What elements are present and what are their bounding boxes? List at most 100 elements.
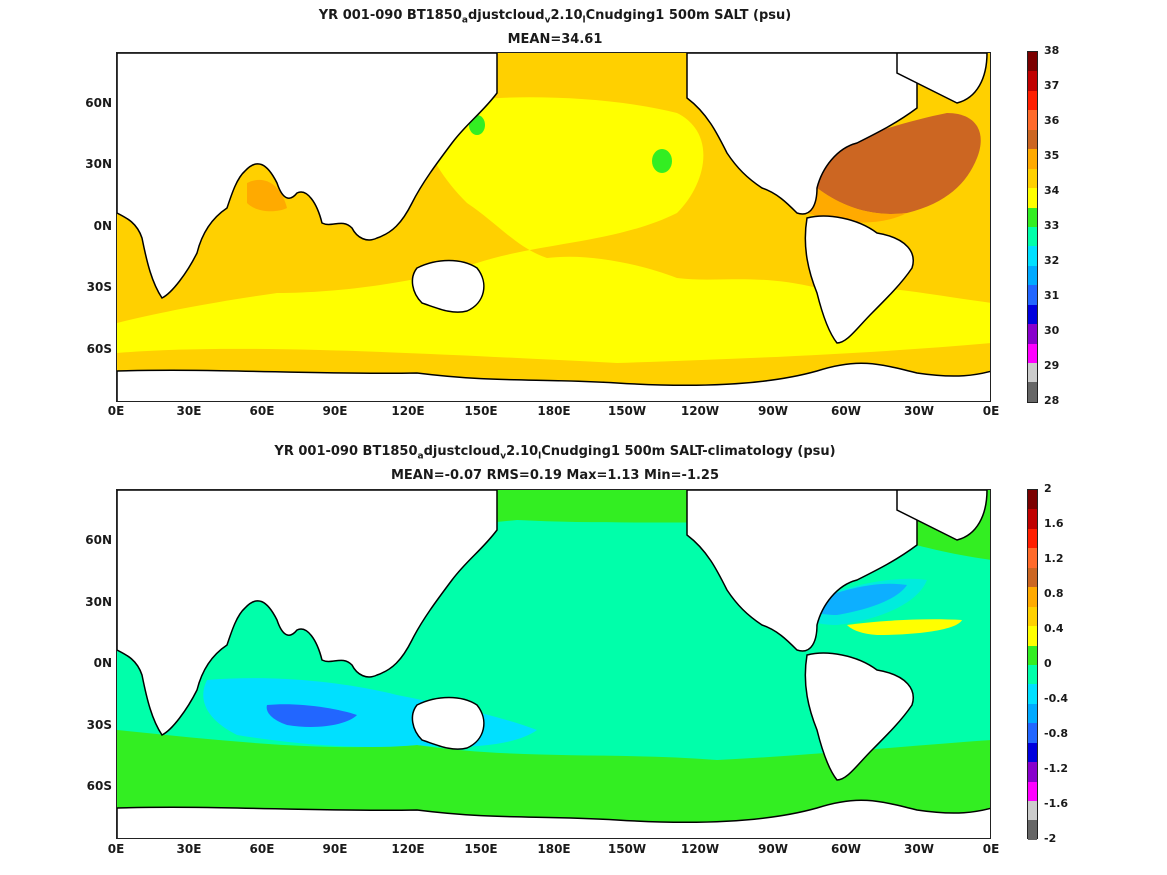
panel1-title: YR 001-090 BT1850adjustcloudv2.10lCnudgi… [318,8,792,26]
lat-label: 30S [86,718,112,732]
land-eurasia [117,53,498,299]
north-atlantic-salty [807,113,981,214]
colorbar-swatch [1028,801,1037,821]
colorbar [1027,51,1038,403]
lat-label: 60N [85,533,112,547]
lon-label: 120E [391,404,425,418]
lat-label: 60S [86,342,112,356]
colorbar-swatch [1028,684,1037,704]
colorbar-tick-label: 0 [1044,657,1052,670]
arabian-amber [247,179,287,212]
colorbar-swatch [1028,226,1037,247]
lon-label: 180E [537,842,571,856]
land-eurasia [117,490,498,736]
salt-anomaly-map [116,489,991,839]
colorbar-swatch [1028,703,1037,724]
colorbar-swatch [1028,129,1037,150]
colorbar-swatch [1028,548,1037,568]
colorbar-swatch [1028,742,1037,763]
colorbar-swatch [1028,324,1037,344]
colorbar-tick-label: -0.4 [1044,692,1069,705]
lon-label: 90E [322,842,348,856]
lat-label: 60S [86,779,112,793]
colorbar-swatch [1028,382,1037,402]
colorbar-swatch [1028,188,1037,208]
lon-label: 30W [904,842,934,856]
colorbar-tick-label: -1.6 [1044,797,1069,810]
panel2-stats: MEAN=-0.07 RMS=0.19 Max=1.13 Min=-1.25 [390,468,720,483]
colorbar-swatch [1028,820,1037,840]
land-south-america [804,215,914,344]
lat-label: 0N [93,656,112,670]
colorbar [1027,489,1038,840]
lon-label: 30E [176,842,202,856]
colorbar-tick-label: -2 [1044,832,1057,845]
colorbar-swatch [1028,110,1037,130]
anomaly-atlantic-cyan [797,578,927,625]
colorbar-swatch [1028,606,1037,627]
green-patch-pacific [652,149,672,173]
anomaly-indian-blue [266,704,357,727]
colorbar-tick-label: 36 [1044,114,1060,127]
colorbar-tick-label: 35 [1044,149,1060,162]
colorbar-swatch [1028,664,1037,685]
lon-label: 0E [982,404,1000,418]
lon-label: 90W [758,842,788,856]
colorbar-swatch [1028,490,1037,510]
land-australia [411,696,485,750]
land-south-america [804,652,914,781]
panel2-title: YR 001-090 BT1850adjustcloudv2.10lCnudgi… [274,444,836,462]
colorbar-tick-label: 28 [1044,394,1060,407]
colorbar-swatch [1028,71,1037,91]
colorbar-tick-label: 37 [1044,79,1060,92]
colorbar-swatch [1028,626,1037,646]
lon-label: 150W [607,842,647,856]
colorbar-tick-label: 1.2 [1044,552,1064,565]
lon-label: 60E [249,404,275,418]
lon-label: 0E [107,404,125,418]
colorbar-swatch [1028,149,1037,169]
land-north-america [686,490,918,652]
lon-label: 90W [758,404,788,418]
colorbar-tick-label: 1.6 [1044,517,1064,530]
colorbar-tick-label: 32 [1044,254,1060,267]
lon-label: 30W [904,404,934,418]
land-greenland [896,53,988,104]
lon-label: 0E [107,842,125,856]
salt-anomaly-map-svg [117,490,990,838]
lon-label: 30E [176,404,202,418]
salinity-band-yellow [117,97,990,363]
colorbar-swatch [1028,285,1037,305]
lon-label: 150W [607,404,647,418]
colorbar-swatch [1028,343,1037,363]
colorbar-swatch [1028,168,1037,189]
panel1-stats: MEAN=34.61 [507,32,603,47]
lon-label: 0E [982,842,1000,856]
lon-label: 90E [322,404,348,418]
land-antarctica [117,362,990,401]
colorbar-tick-label: 0.8 [1044,587,1064,600]
lon-label: 150E [464,842,498,856]
colorbar-swatch [1028,509,1037,529]
lat-label: 30N [85,157,112,171]
colorbar-swatch [1028,246,1037,266]
colorbar-tick-label: 34 [1044,184,1060,197]
colorbar-swatch [1028,528,1037,549]
colorbar-swatch [1028,52,1037,72]
lat-label: 30S [86,280,112,294]
colorbar-swatch [1028,304,1037,325]
land-greenland [896,490,988,541]
lon-label: 60W [831,404,861,418]
colorbar-tick-label: 2 [1044,482,1052,495]
lat-label: 30N [85,595,112,609]
land [117,490,990,838]
colorbar-swatch [1028,265,1037,286]
colorbar-swatch [1028,207,1037,227]
colorbar-tick-label: 31 [1044,289,1060,302]
lon-label: 150E [464,404,498,418]
lon-label: 60E [249,842,275,856]
panel-salt: YR 001-090 BT1850adjustcloudv2.10lCnudgi… [0,0,1167,430]
land-north-america [686,53,918,215]
colorbar-tick-label: 33 [1044,219,1060,232]
